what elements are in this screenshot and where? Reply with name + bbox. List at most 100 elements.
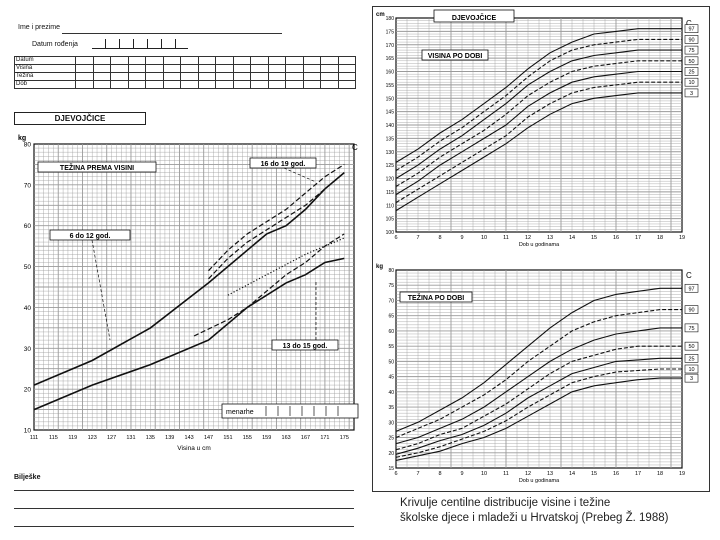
table-cell[interactable] bbox=[180, 56, 199, 65]
table-cell[interactable] bbox=[75, 56, 94, 65]
table-cell[interactable] bbox=[92, 80, 111, 89]
table-cell[interactable] bbox=[320, 72, 339, 81]
table-cell[interactable] bbox=[162, 80, 181, 89]
table-cell[interactable] bbox=[145, 80, 164, 89]
table-cell[interactable] bbox=[162, 64, 181, 73]
c2-series-label-10: 10 bbox=[688, 80, 694, 86]
table-cell[interactable] bbox=[320, 56, 339, 65]
table-cell[interactable] bbox=[232, 64, 251, 73]
table-cell[interactable] bbox=[75, 72, 94, 81]
table-cell[interactable] bbox=[215, 80, 234, 89]
table-cell[interactable] bbox=[162, 56, 181, 65]
table-cell[interactable] bbox=[250, 80, 269, 89]
table-cell[interactable] bbox=[92, 56, 111, 65]
c3-series-line-75 bbox=[395, 327, 682, 445]
c1-x-tick: 167 bbox=[301, 435, 310, 441]
c2-series-label-box-50 bbox=[684, 56, 699, 66]
c1-annotation-16-19-box bbox=[249, 157, 317, 169]
c3-y-tick: 50 bbox=[388, 359, 394, 365]
table-cell[interactable] bbox=[302, 56, 321, 65]
table-cell[interactable] bbox=[215, 64, 234, 73]
table-cell[interactable] bbox=[162, 72, 181, 81]
c2-x-tick: 7 bbox=[416, 235, 419, 241]
table-cell[interactable] bbox=[250, 72, 269, 81]
c2-y-tick: 130 bbox=[386, 150, 395, 156]
c1-ylabel: kg bbox=[18, 135, 26, 142]
table-cell[interactable] bbox=[75, 80, 94, 89]
table-cell[interactable] bbox=[285, 56, 304, 65]
table-cell[interactable] bbox=[92, 72, 111, 81]
c2-y-tick: 160 bbox=[386, 70, 395, 76]
table-cell[interactable] bbox=[215, 72, 234, 81]
table-cell[interactable] bbox=[197, 72, 216, 81]
table-cell[interactable] bbox=[92, 64, 111, 73]
c2-y-tick: 175 bbox=[386, 29, 395, 35]
c2-series-label-box-97 bbox=[684, 24, 699, 34]
table-cell[interactable] bbox=[110, 64, 129, 73]
c2-x-tick: 11 bbox=[503, 235, 509, 241]
table-cell[interactable] bbox=[197, 56, 216, 65]
c3-x-tick: 11 bbox=[503, 471, 509, 477]
table-cell[interactable] bbox=[232, 80, 251, 89]
table-cell[interactable] bbox=[232, 56, 251, 65]
c3-x-tick: 9 bbox=[460, 471, 463, 477]
table-cell[interactable] bbox=[145, 64, 164, 73]
table-cell[interactable] bbox=[337, 56, 356, 65]
table-row: Visina bbox=[14, 64, 356, 73]
table-cell[interactable] bbox=[285, 80, 304, 89]
c3-x-tick: 6 bbox=[394, 471, 397, 477]
c3-x-tick: 14 bbox=[569, 471, 575, 477]
c1-annotation-16-19: 16 do 19 god. bbox=[261, 161, 306, 168]
table-cell[interactable] bbox=[250, 56, 269, 65]
table-cell[interactable] bbox=[267, 80, 286, 89]
table-cell[interactable] bbox=[110, 72, 129, 81]
notes-line-3 bbox=[14, 526, 354, 527]
table-cell[interactable] bbox=[127, 64, 146, 73]
table-cell[interactable] bbox=[215, 56, 234, 65]
table-cell[interactable] bbox=[197, 64, 216, 73]
table-cell[interactable] bbox=[285, 72, 304, 81]
c2-series-label-97: 97 bbox=[688, 27, 694, 33]
table-cell[interactable] bbox=[197, 80, 216, 89]
c2-x-tick: 9 bbox=[460, 235, 463, 241]
table-cell[interactable] bbox=[267, 56, 286, 65]
table-row-label: Visina bbox=[14, 64, 76, 73]
table-cell[interactable] bbox=[75, 64, 94, 73]
c3-x-tick: 13 bbox=[547, 471, 553, 477]
table-cell[interactable] bbox=[267, 72, 286, 81]
table-cell[interactable] bbox=[320, 64, 339, 73]
c2-y-tick: 150 bbox=[386, 96, 395, 102]
table-cell[interactable] bbox=[145, 56, 164, 65]
table-row: Dob bbox=[14, 80, 356, 89]
c2-corner-label: C bbox=[686, 19, 692, 28]
c2-y-tick: 180 bbox=[386, 16, 395, 22]
c2-x-tick: 14 bbox=[569, 235, 575, 241]
table-cell[interactable] bbox=[320, 80, 339, 89]
table-cell[interactable] bbox=[337, 80, 356, 89]
table-cell[interactable] bbox=[127, 56, 146, 65]
c2-series-label-50: 50 bbox=[688, 59, 694, 65]
c1-y-tick: 80 bbox=[24, 142, 32, 149]
table-cell[interactable] bbox=[127, 80, 146, 89]
table-cell[interactable] bbox=[267, 64, 286, 73]
table-cell[interactable] bbox=[180, 64, 199, 73]
table-cell[interactable] bbox=[232, 72, 251, 81]
table-cell[interactable] bbox=[302, 80, 321, 89]
table-cell[interactable] bbox=[337, 64, 356, 73]
table-cell[interactable] bbox=[337, 72, 356, 81]
table-cell[interactable] bbox=[180, 72, 199, 81]
table-cell[interactable] bbox=[110, 80, 129, 89]
c1-arrow-6-12 bbox=[91, 239, 111, 341]
table-cell[interactable] bbox=[302, 72, 321, 81]
table-cell[interactable] bbox=[250, 64, 269, 73]
dob-boxes[interactable] bbox=[92, 39, 188, 49]
c1-arrow-16-19 bbox=[283, 167, 317, 183]
table-cell[interactable] bbox=[180, 80, 199, 89]
table-cell[interactable] bbox=[285, 64, 304, 73]
table-cell[interactable] bbox=[145, 72, 164, 81]
table-cell[interactable] bbox=[110, 56, 129, 65]
c1-y-tick: 10 bbox=[24, 428, 32, 435]
table-cell[interactable] bbox=[127, 72, 146, 81]
table-cell[interactable] bbox=[302, 64, 321, 73]
c3-y-tick: 55 bbox=[388, 344, 394, 350]
